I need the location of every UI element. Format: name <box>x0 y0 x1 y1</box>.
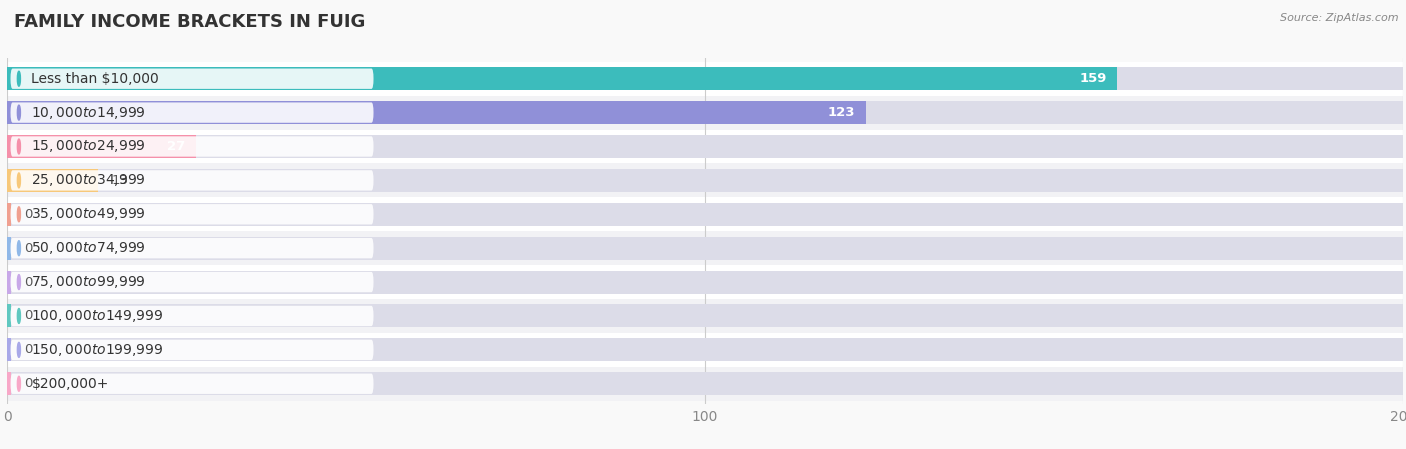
Circle shape <box>17 275 21 290</box>
FancyBboxPatch shape <box>10 69 374 89</box>
Text: 0: 0 <box>24 276 32 289</box>
Bar <box>7 101 866 124</box>
Circle shape <box>17 241 21 255</box>
Bar <box>7 237 10 260</box>
Bar <box>7 339 10 361</box>
FancyBboxPatch shape <box>10 238 374 258</box>
Bar <box>7 304 10 327</box>
Bar <box>7 203 10 226</box>
Bar <box>7 62 1403 96</box>
FancyBboxPatch shape <box>10 136 374 157</box>
Circle shape <box>17 139 21 154</box>
Bar <box>7 271 10 294</box>
Text: 0: 0 <box>24 377 32 390</box>
Text: 0: 0 <box>24 343 32 357</box>
Bar <box>7 271 1403 294</box>
FancyBboxPatch shape <box>10 340 374 360</box>
FancyBboxPatch shape <box>10 306 374 326</box>
Text: 159: 159 <box>1080 72 1107 85</box>
Circle shape <box>17 71 21 86</box>
Bar <box>7 96 1403 130</box>
Bar <box>7 67 1403 90</box>
Circle shape <box>17 207 21 222</box>
Bar <box>7 67 1116 90</box>
Circle shape <box>17 343 21 357</box>
FancyBboxPatch shape <box>10 272 374 292</box>
Text: FAMILY INCOME BRACKETS IN FUIG: FAMILY INCOME BRACKETS IN FUIG <box>14 13 366 31</box>
Bar <box>7 135 195 158</box>
Bar <box>7 169 1403 192</box>
Text: Less than $10,000: Less than $10,000 <box>31 72 159 86</box>
Bar <box>7 101 1403 124</box>
Text: $15,000 to $24,999: $15,000 to $24,999 <box>31 138 146 154</box>
Text: $75,000 to $99,999: $75,000 to $99,999 <box>31 274 146 290</box>
Text: Source: ZipAtlas.com: Source: ZipAtlas.com <box>1281 13 1399 23</box>
FancyBboxPatch shape <box>10 204 374 224</box>
Circle shape <box>17 105 21 120</box>
Bar <box>7 372 1403 395</box>
Text: $10,000 to $14,999: $10,000 to $14,999 <box>31 105 146 121</box>
Bar <box>7 169 98 192</box>
Text: $50,000 to $74,999: $50,000 to $74,999 <box>31 240 146 256</box>
FancyBboxPatch shape <box>10 170 374 190</box>
Text: $25,000 to $34,999: $25,000 to $34,999 <box>31 172 146 189</box>
Bar <box>7 237 1403 260</box>
Bar <box>7 372 10 395</box>
Bar <box>7 265 1403 299</box>
Circle shape <box>17 173 21 188</box>
Text: 13: 13 <box>111 174 129 187</box>
Bar <box>7 135 1403 158</box>
Text: $200,000+: $200,000+ <box>31 377 108 391</box>
Text: 0: 0 <box>24 309 32 322</box>
Text: $100,000 to $149,999: $100,000 to $149,999 <box>31 308 165 324</box>
Text: $35,000 to $49,999: $35,000 to $49,999 <box>31 206 146 222</box>
Bar <box>7 333 1403 367</box>
Bar <box>7 339 1403 361</box>
Text: 0: 0 <box>24 242 32 255</box>
Text: 27: 27 <box>167 140 186 153</box>
Text: $150,000 to $199,999: $150,000 to $199,999 <box>31 342 165 358</box>
Bar <box>7 203 1403 226</box>
Circle shape <box>17 376 21 391</box>
Bar <box>7 231 1403 265</box>
Bar <box>7 198 1403 231</box>
Bar <box>7 163 1403 198</box>
Bar <box>7 367 1403 401</box>
Bar <box>7 130 1403 163</box>
FancyBboxPatch shape <box>10 374 374 394</box>
Circle shape <box>17 308 21 323</box>
FancyBboxPatch shape <box>10 102 374 123</box>
Bar <box>7 304 1403 327</box>
Bar <box>7 299 1403 333</box>
Text: 123: 123 <box>828 106 855 119</box>
Text: 0: 0 <box>24 208 32 221</box>
